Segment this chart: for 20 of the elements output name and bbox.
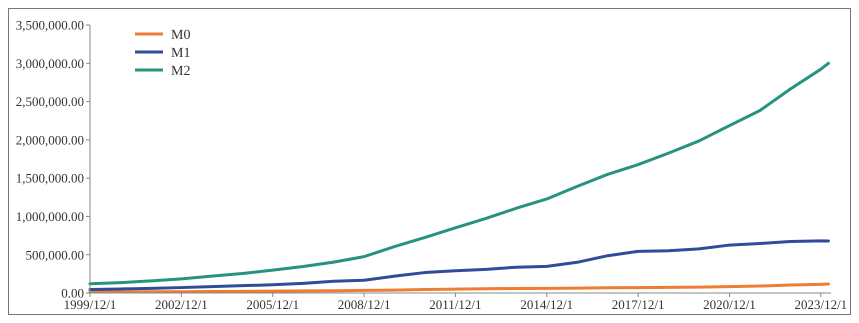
legend-label: M2 [171, 64, 190, 79]
x-tick-label: 2002/12/1 [155, 297, 208, 312]
y-tick-label: 3,000,000.00 [16, 56, 84, 71]
y-tick-label: 3,500,000.00 [16, 18, 84, 33]
y-tick-label: 500,000.00 [26, 247, 84, 262]
x-tick-label: 2023/12/1 [794, 297, 848, 312]
line-series [88, 239, 830, 291]
legend-label: M1 [171, 46, 190, 61]
line-series [88, 62, 830, 286]
y-tick-label: 2,000,000.00 [16, 132, 84, 148]
x-tick-label: 2008/12/1 [338, 297, 390, 312]
y-tick-label: 2,500,000.00 [16, 94, 84, 110]
x-tick-label: 2005/12/1 [246, 297, 300, 312]
x-tick-label: 2020/12/1 [703, 297, 756, 312]
y-tick-label: 1,500,000.00 [16, 170, 84, 186]
x-tick-label: 2011/12/1 [429, 297, 482, 312]
x-tick-label: 2014/12/1 [520, 297, 574, 312]
x-tick-label: 2017/12/1 [612, 297, 665, 312]
legend-label: M0 [171, 28, 190, 43]
y-tick-label: 1,000,000.00 [16, 208, 84, 224]
